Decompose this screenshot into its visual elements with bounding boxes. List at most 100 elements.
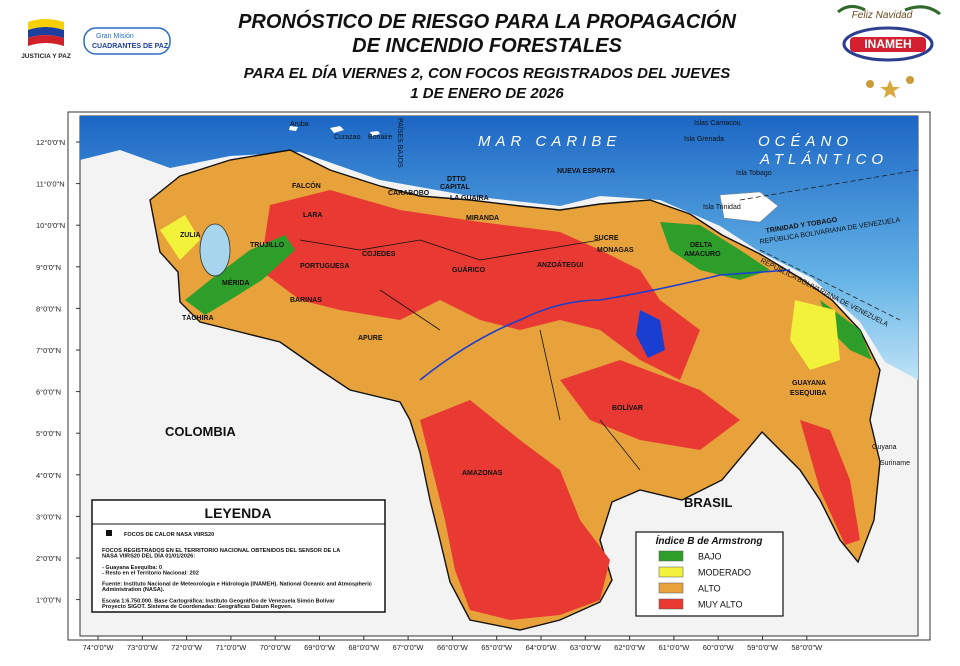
lon-label: 70°0'0"W xyxy=(260,643,292,652)
logo-text: CUADRANTES DE PAZ xyxy=(92,43,169,50)
lat-label: 1°0'0"N xyxy=(36,596,61,605)
state-label: FALCÓN xyxy=(292,181,321,190)
lon-label: 65°0'0"W xyxy=(481,643,513,652)
garland xyxy=(904,5,941,16)
legend-title: LEYENDA xyxy=(205,505,272,521)
legend-note: Fuente: Instituto Nacional de Meteorolog… xyxy=(102,582,372,588)
legend-notes: FOCOS REGISTRADOS EN EL TERRITORIO NACIO… xyxy=(102,548,372,610)
lon-label: 66°0'0"W xyxy=(437,643,469,652)
lat-label: 3°0'0"N xyxy=(36,512,61,521)
country-label: BRASIL xyxy=(684,495,732,510)
lat-label: 2°0'0"N xyxy=(36,554,61,563)
trinidad xyxy=(719,191,779,223)
lon-label: 63°0'0"W xyxy=(570,643,602,652)
lat-label: 11°0'0"N xyxy=(36,180,65,189)
lon-label: 71°0'0"W xyxy=(215,643,247,652)
island-label: Aruba xyxy=(290,121,309,128)
zone-bajo xyxy=(185,235,295,315)
state-label: LARA xyxy=(303,212,322,219)
state-label: NUEVA ESPARTA xyxy=(557,168,615,175)
state-label: ZULIA xyxy=(180,232,201,239)
lon-label: 60°0'0"W xyxy=(703,643,735,652)
subtitle: 1 DE ENERO DE 2026 xyxy=(410,85,564,102)
state-label: BOLÍVAR xyxy=(612,403,643,412)
zone-muy-alto xyxy=(560,360,860,545)
sea-label: ATLÁNTICO xyxy=(759,151,888,168)
lat-label: 9°0'0"N xyxy=(36,263,61,272)
state-label: CAPITAL xyxy=(440,184,471,191)
flag-yellow xyxy=(28,19,64,30)
legend-note: Proyecto SIGOT. Sistema de Coordenadas: … xyxy=(102,604,293,610)
lat-label: 4°0'0"N xyxy=(36,471,61,480)
risk-swatch xyxy=(658,598,684,610)
state-label: GUÁRICO xyxy=(452,265,486,274)
legend-note: Administration (NASA). xyxy=(102,587,165,593)
sea-label: OCÉANO xyxy=(758,133,853,150)
legend-note: - Guayana Esequiba: 0 xyxy=(102,565,162,571)
islands xyxy=(289,126,380,136)
logo-text: JUSTICIA Y PAZ xyxy=(21,53,71,60)
logo-band xyxy=(850,37,926,52)
state-label: ANZOÁTEGUI xyxy=(537,260,583,269)
zone-muy-alto xyxy=(260,190,700,380)
logo-text: Gran Misión xyxy=(96,33,134,40)
island-label: Isla Trinidad xyxy=(703,204,741,211)
state-label: COJEDES xyxy=(362,251,396,258)
risk-legend-title: Índice B de Armstrong xyxy=(656,534,763,547)
flag-blue xyxy=(28,27,64,38)
lon-label: 67°0'0"W xyxy=(393,643,425,652)
lat-label: 12°0'0"N xyxy=(36,138,65,147)
legend-symbol-label: FOCOS DE CALOR NASA VIIRS20 xyxy=(124,532,214,538)
state-label: BARINAS xyxy=(290,297,322,304)
state-label: SUCRE xyxy=(594,235,619,242)
state-label: AMACURO xyxy=(684,251,721,258)
state-label: MÉRIDA xyxy=(222,278,250,287)
risk-label: ALTO xyxy=(698,584,721,594)
lon-label: 59°0'0"W xyxy=(747,643,779,652)
state-label: DTTO xyxy=(447,176,466,183)
star xyxy=(880,80,900,98)
island-label: Isla Grenada xyxy=(684,136,724,143)
logo-badge xyxy=(83,27,171,55)
zone-muy-alto xyxy=(420,400,610,620)
state-label: TÁCHIRA xyxy=(182,313,214,322)
ornament xyxy=(906,76,914,84)
risk-label: MODERADO xyxy=(698,568,751,578)
lon-label: 61°0'0"W xyxy=(658,643,690,652)
risk-legend-items: BAJO MODERADO ALTO MUY ALTO xyxy=(658,550,751,610)
lon-label: 58°0'0"W xyxy=(791,643,823,652)
country-label: COLOMBIA xyxy=(165,424,236,439)
ocean xyxy=(80,116,918,380)
state-label: TRUJILLO xyxy=(250,242,285,249)
lat-label: 5°0'0"N xyxy=(36,429,61,438)
lon-label: 74°0'0"W xyxy=(83,643,115,652)
risk-label: BAJO xyxy=(698,552,722,562)
island-label: Bonaire xyxy=(368,134,392,141)
risk-swatch xyxy=(658,550,684,562)
title: PRONÓSTICO DE RIESGO PARA LA PROPAGACIÓN xyxy=(238,9,736,33)
logo-left: JUSTICIA Y PAZ Gran Misión CUADRANTES DE… xyxy=(21,19,171,60)
maritime-borders xyxy=(739,169,919,321)
lat-label: 7°0'0"N xyxy=(36,346,61,355)
lat-label: 6°0'0"N xyxy=(36,388,61,397)
state-label: CARABOBO xyxy=(388,190,430,197)
state-label: ESEQUIBA xyxy=(790,390,827,397)
greeting: Feliz Navidad xyxy=(852,10,913,21)
legend-symbol xyxy=(106,530,112,536)
lon-label: 69°0'0"W xyxy=(304,643,336,652)
island-label: Isla Tobago xyxy=(736,170,772,177)
state-label: GUAYANA xyxy=(792,380,826,387)
ornament xyxy=(866,80,874,88)
lat-label: 8°0'0"N xyxy=(36,304,61,313)
lon-label: 62°0'0"W xyxy=(614,643,646,652)
legend-note: NASA VIIRS20 DEL DÍA 01/01/2026: xyxy=(102,552,195,560)
lon-label: 64°0'0"W xyxy=(526,643,558,652)
coordinate-labels: 12°0'0"N 11°0'0"N 10°0'0"N 9°0'0"N 8°0'0"N 7°… xyxy=(36,138,823,652)
legend-box xyxy=(91,499,386,613)
state-borders xyxy=(299,239,641,471)
logo-text: INAMEH xyxy=(864,37,911,51)
country-label: Guyana xyxy=(872,444,897,451)
sea-label: MAR CARIBE xyxy=(478,133,621,150)
logo-right: Feliz Navidad INAMEH xyxy=(837,5,941,98)
